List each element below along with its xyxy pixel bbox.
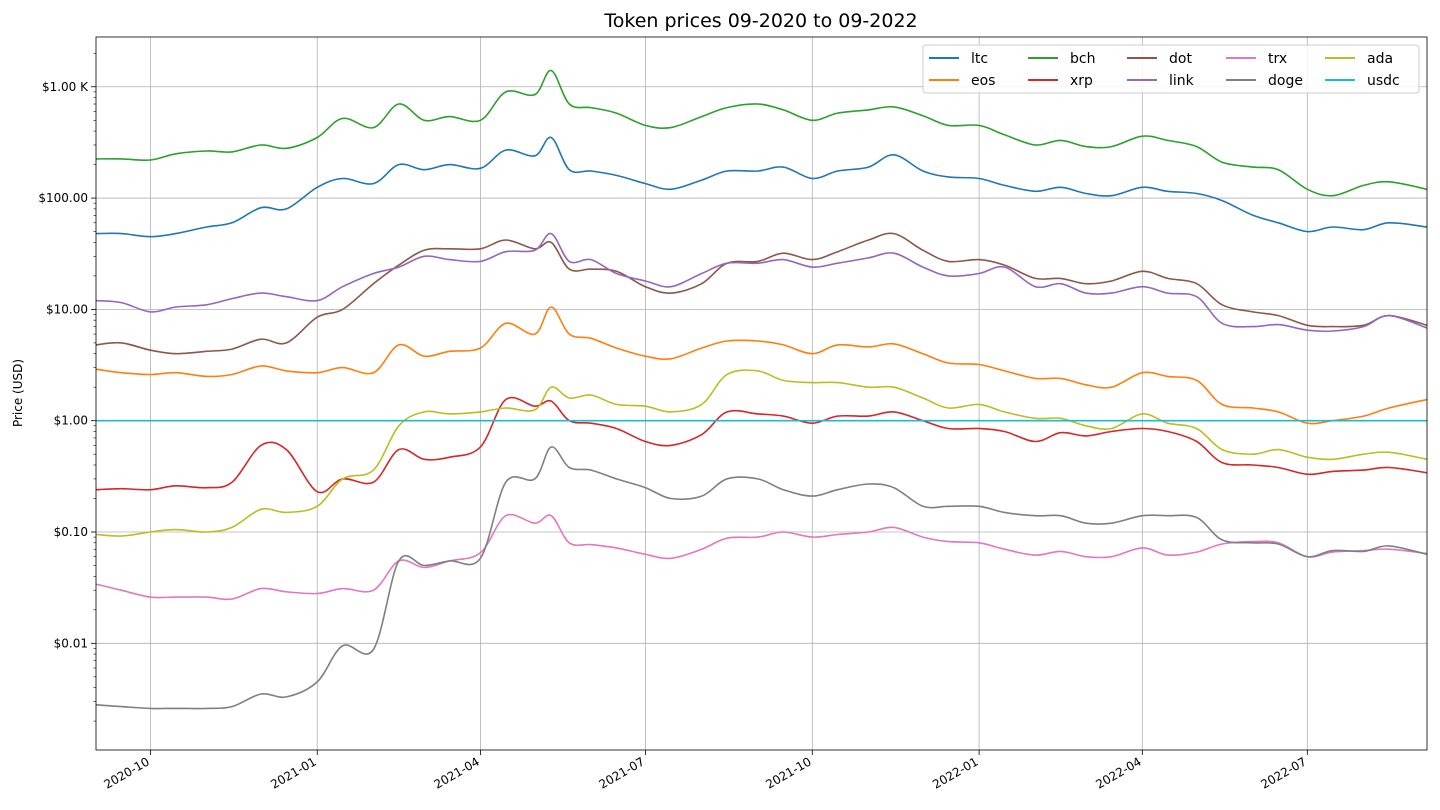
series-lines	[96, 69, 1427, 710]
x-tick-label: 2022-07	[1258, 754, 1308, 791]
x-tick-label: 2021-10	[763, 754, 813, 791]
legend-item-bch: bch	[1028, 51, 1095, 67]
x-axis-ticks: 2020-10 2021-01 2021-04 2021-07 2021-10 2022-…	[101, 750, 1309, 792]
x-tick-label: 2021-07	[597, 754, 647, 791]
legend: ltc eos bch xrp dot link trx doge ada usdc	[922, 44, 1420, 94]
y-tick-label: $10.00	[46, 302, 88, 316]
series-line-ada	[96, 369, 1427, 537]
legend-label: bch	[1070, 51, 1095, 67]
x-tick-label: 2022-01	[930, 754, 980, 791]
series-line-ltc	[96, 136, 1427, 238]
y-tick-label: $0.01	[54, 636, 88, 650]
series-line-trx	[96, 513, 1427, 601]
grid-lines	[96, 37, 1427, 750]
legend-item-trx: trx	[1226, 51, 1287, 67]
series-line-dot	[96, 232, 1427, 355]
plot-frame	[95, 36, 1428, 751]
y-tick-label: $100.00	[38, 191, 88, 205]
series-line-doge	[96, 446, 1427, 710]
x-tick-label: 2020-10	[101, 754, 151, 791]
y-axis-label: Price (USD)	[11, 359, 25, 427]
series-line-xrp	[96, 396, 1427, 494]
chart-title: Token prices 09-2020 to 09-2022	[603, 10, 917, 32]
legend-item-doge: doge	[1226, 73, 1303, 89]
series-line-eos	[96, 306, 1427, 425]
x-tick-label: 2021-01	[268, 754, 318, 791]
x-tick-label: 2022-04	[1093, 754, 1143, 791]
legend-label: usdc	[1367, 73, 1400, 89]
y-axis-ticks: $0.01 $0.10 $1.00 $10.00 $100.00 $1.00 K	[38, 52, 96, 722]
legend-item-link: link	[1127, 73, 1195, 89]
x-tick-label: 2021-04	[432, 754, 482, 791]
legend-item-eos: eos	[929, 73, 995, 89]
series-line-link	[96, 232, 1427, 333]
legend-item-ada: ada	[1325, 51, 1393, 67]
legend-label: link	[1169, 73, 1195, 89]
series-line-bch	[96, 69, 1427, 197]
legend-item-dot: dot	[1127, 51, 1192, 67]
y-tick-label: $0.10	[54, 525, 88, 539]
legend-label: ltc	[971, 51, 988, 67]
y-tick-label: $1.00 K	[42, 80, 89, 94]
legend-item-ltc: ltc	[929, 51, 988, 67]
legend-label: xrp	[1070, 73, 1093, 89]
legend-item-usdc: usdc	[1325, 73, 1400, 89]
legend-label: eos	[971, 73, 995, 89]
y-tick-label: $1.00	[54, 414, 88, 428]
legend-label: dot	[1169, 51, 1192, 67]
legend-label: trx	[1268, 51, 1287, 67]
legend-label: ada	[1367, 51, 1393, 67]
legend-label: doge	[1268, 73, 1303, 89]
legend-item-xrp: xrp	[1028, 73, 1093, 89]
